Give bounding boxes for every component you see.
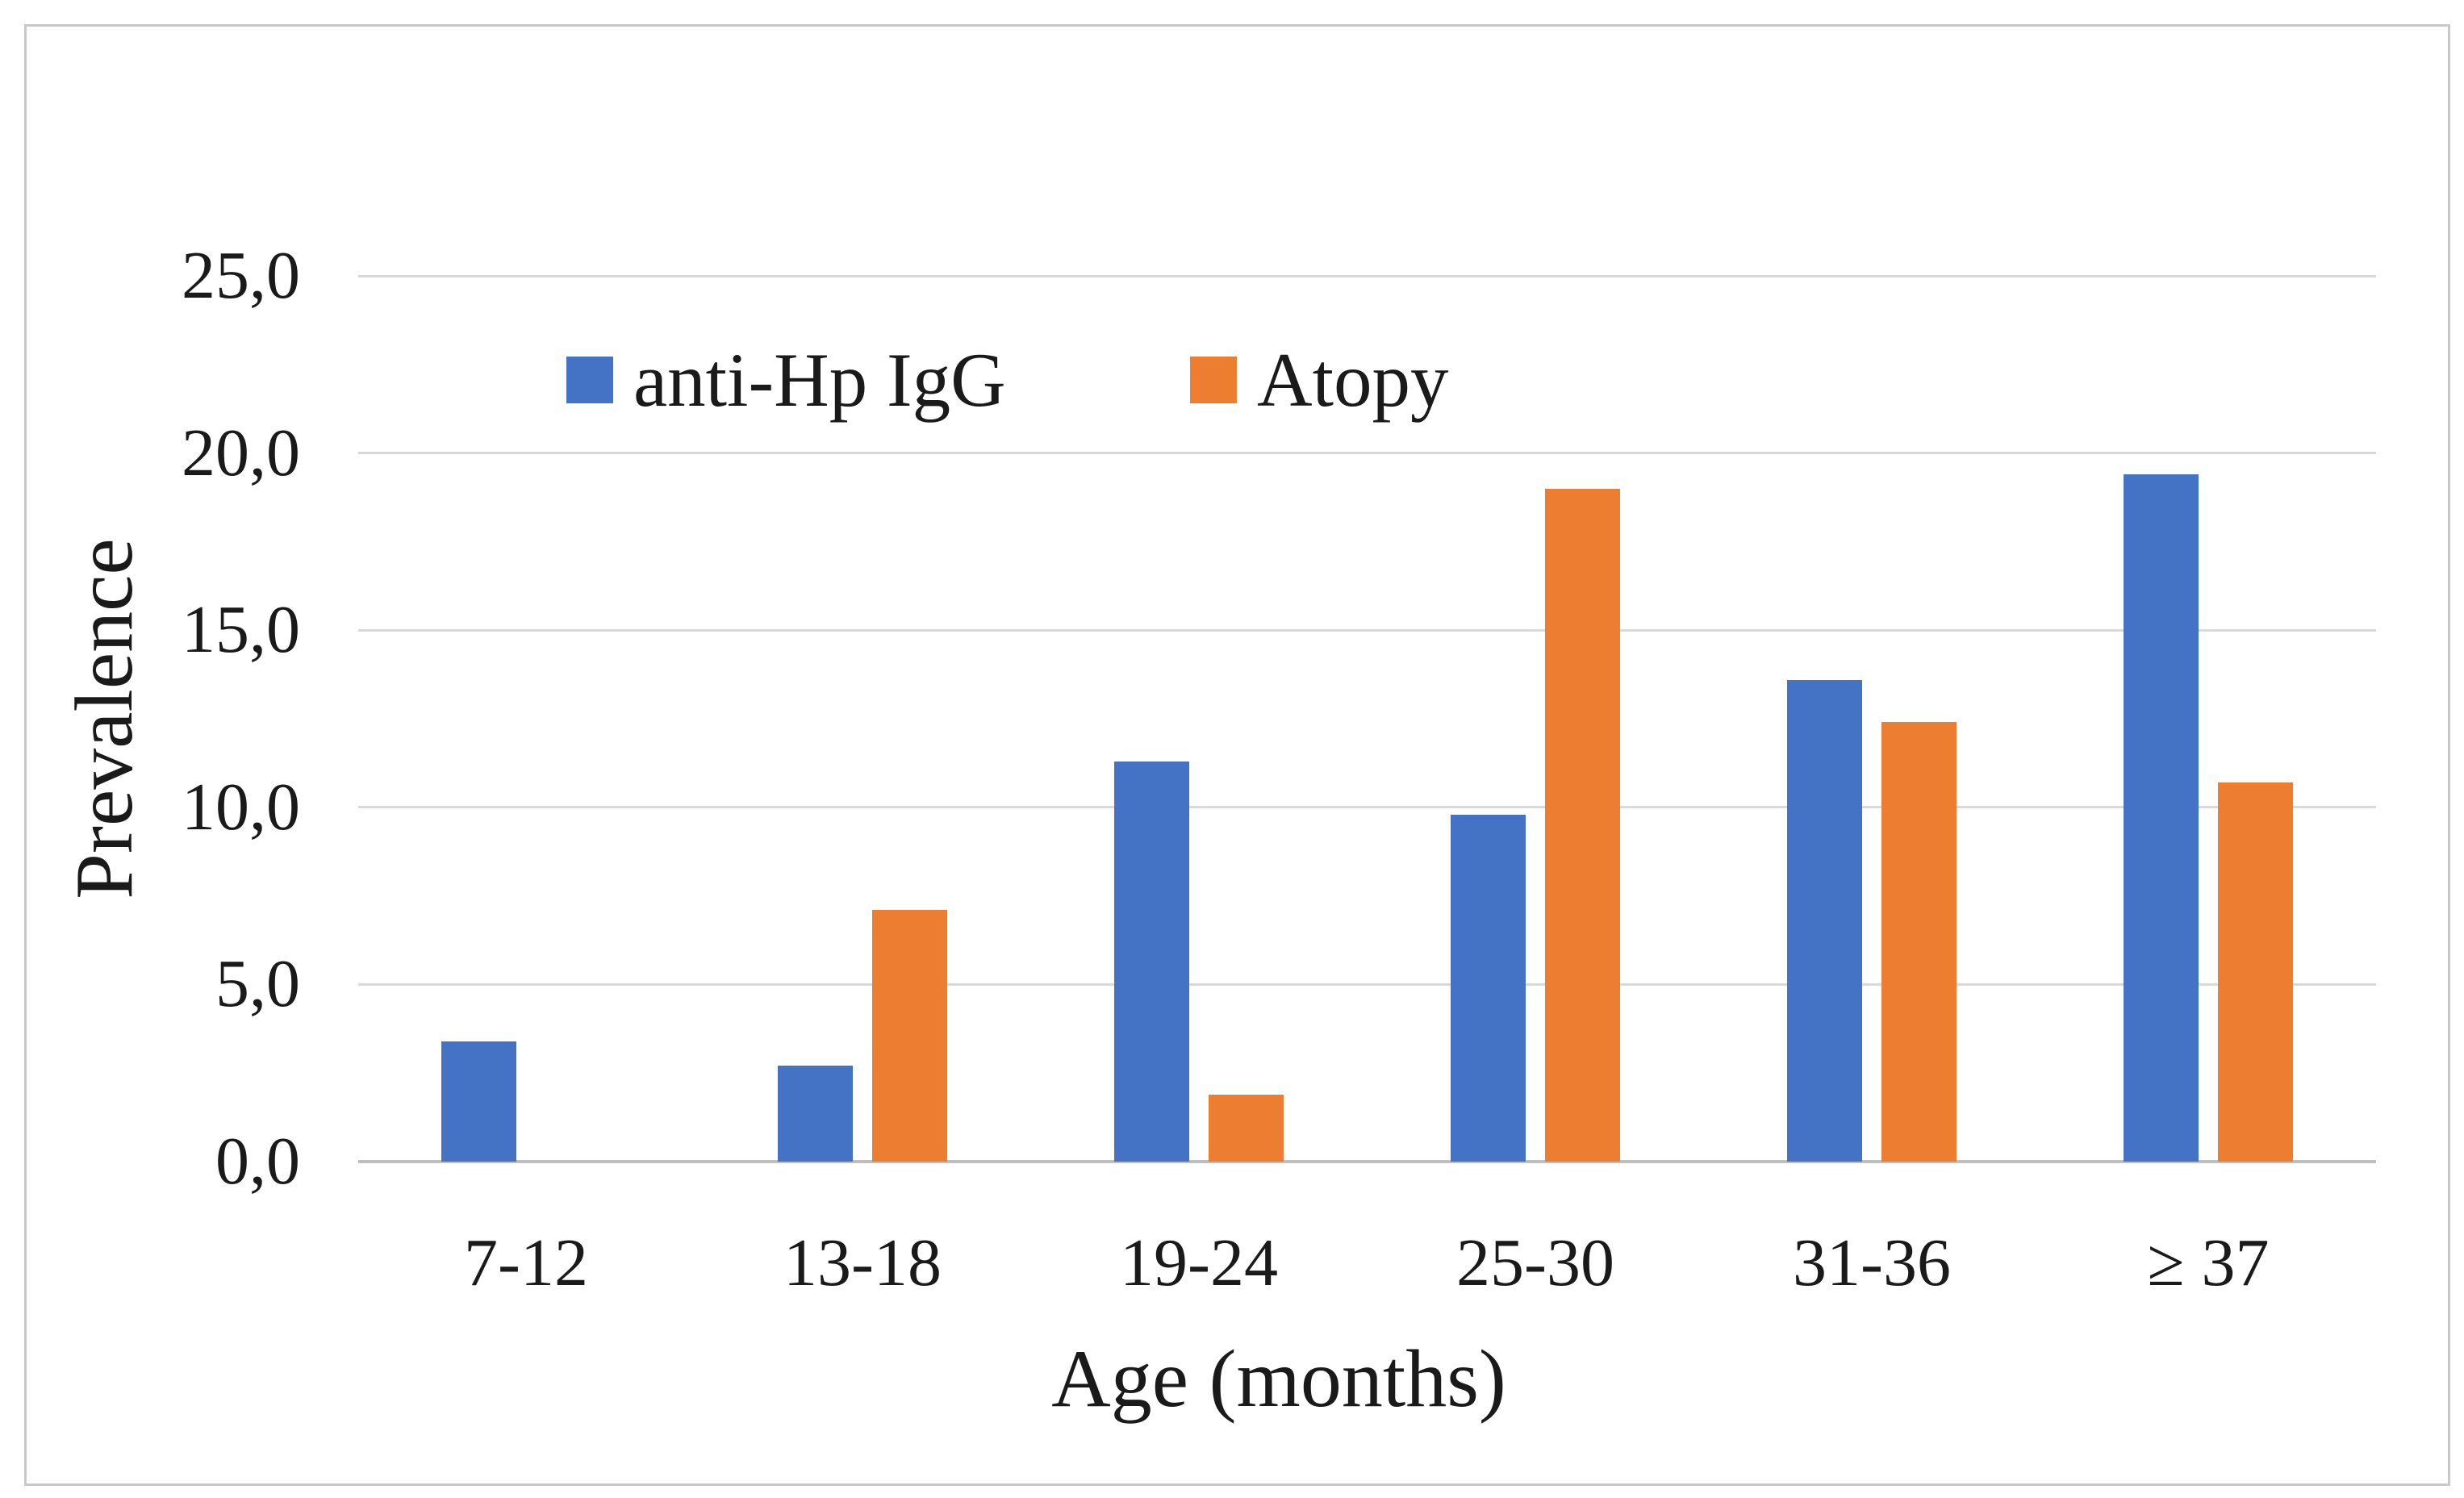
x-axis-line: [358, 1160, 2376, 1163]
bar-atopy-37: [2218, 782, 2293, 1162]
legend-swatch-anti-hp-igg: [566, 357, 613, 403]
bar-anti-hp-igg-31-36: [1787, 680, 1862, 1162]
x-tick-label-13-18: 13-18: [783, 1225, 942, 1300]
y-tick-label-25: 25,0: [182, 238, 300, 313]
gridline-5: [358, 983, 2376, 986]
legend-item-anti-hp-igg: anti-Hp IgG: [566, 341, 1006, 418]
bar-anti-hp-igg-25-30: [1451, 815, 1526, 1162]
legend-label-atopy: Atopy: [1257, 336, 1449, 423]
x-tick-label-19-24: 19-24: [1120, 1225, 1278, 1300]
gridline-25: [358, 275, 2376, 277]
bar-anti-hp-igg-7-12: [441, 1041, 516, 1162]
y-tick-label-5: 5,0: [215, 946, 300, 1021]
bar-atopy-31-36: [1881, 722, 1957, 1162]
legend-item-atopy: Atopy: [1190, 341, 1449, 418]
bar-atopy-25-30: [1545, 489, 1620, 1162]
bar-atopy-19-24: [1209, 1095, 1284, 1162]
bar-anti-hp-igg-19-24: [1114, 762, 1189, 1162]
y-tick-label-10: 10,0: [182, 770, 300, 845]
bar-atopy-13-18: [872, 910, 947, 1162]
gridline-10: [358, 806, 2376, 808]
x-tick-label-25-30: 25-30: [1456, 1225, 1614, 1300]
x-tick-label-37: ≥ 37: [2147, 1225, 2270, 1300]
legend-swatch-atopy: [1190, 357, 1237, 403]
x-tick-label-31-36: 31-36: [1793, 1225, 1951, 1300]
gridline-20: [358, 452, 2376, 454]
y-tick-label-20: 20,0: [182, 415, 300, 490]
figure-border: [24, 24, 2450, 1486]
y-tick-label-15: 15,0: [182, 592, 300, 667]
legend-label-anti-hp-igg: anti-Hp IgG: [633, 336, 1006, 423]
bar-anti-hp-igg-13-18: [778, 1066, 853, 1162]
x-axis-title: Age (months): [1051, 1333, 1506, 1425]
bar-anti-hp-igg-37: [2124, 474, 2199, 1162]
x-tick-label-7-12: 7-12: [464, 1225, 588, 1300]
gridline-15: [358, 629, 2376, 632]
y-tick-label-0: 0,0: [215, 1124, 300, 1199]
